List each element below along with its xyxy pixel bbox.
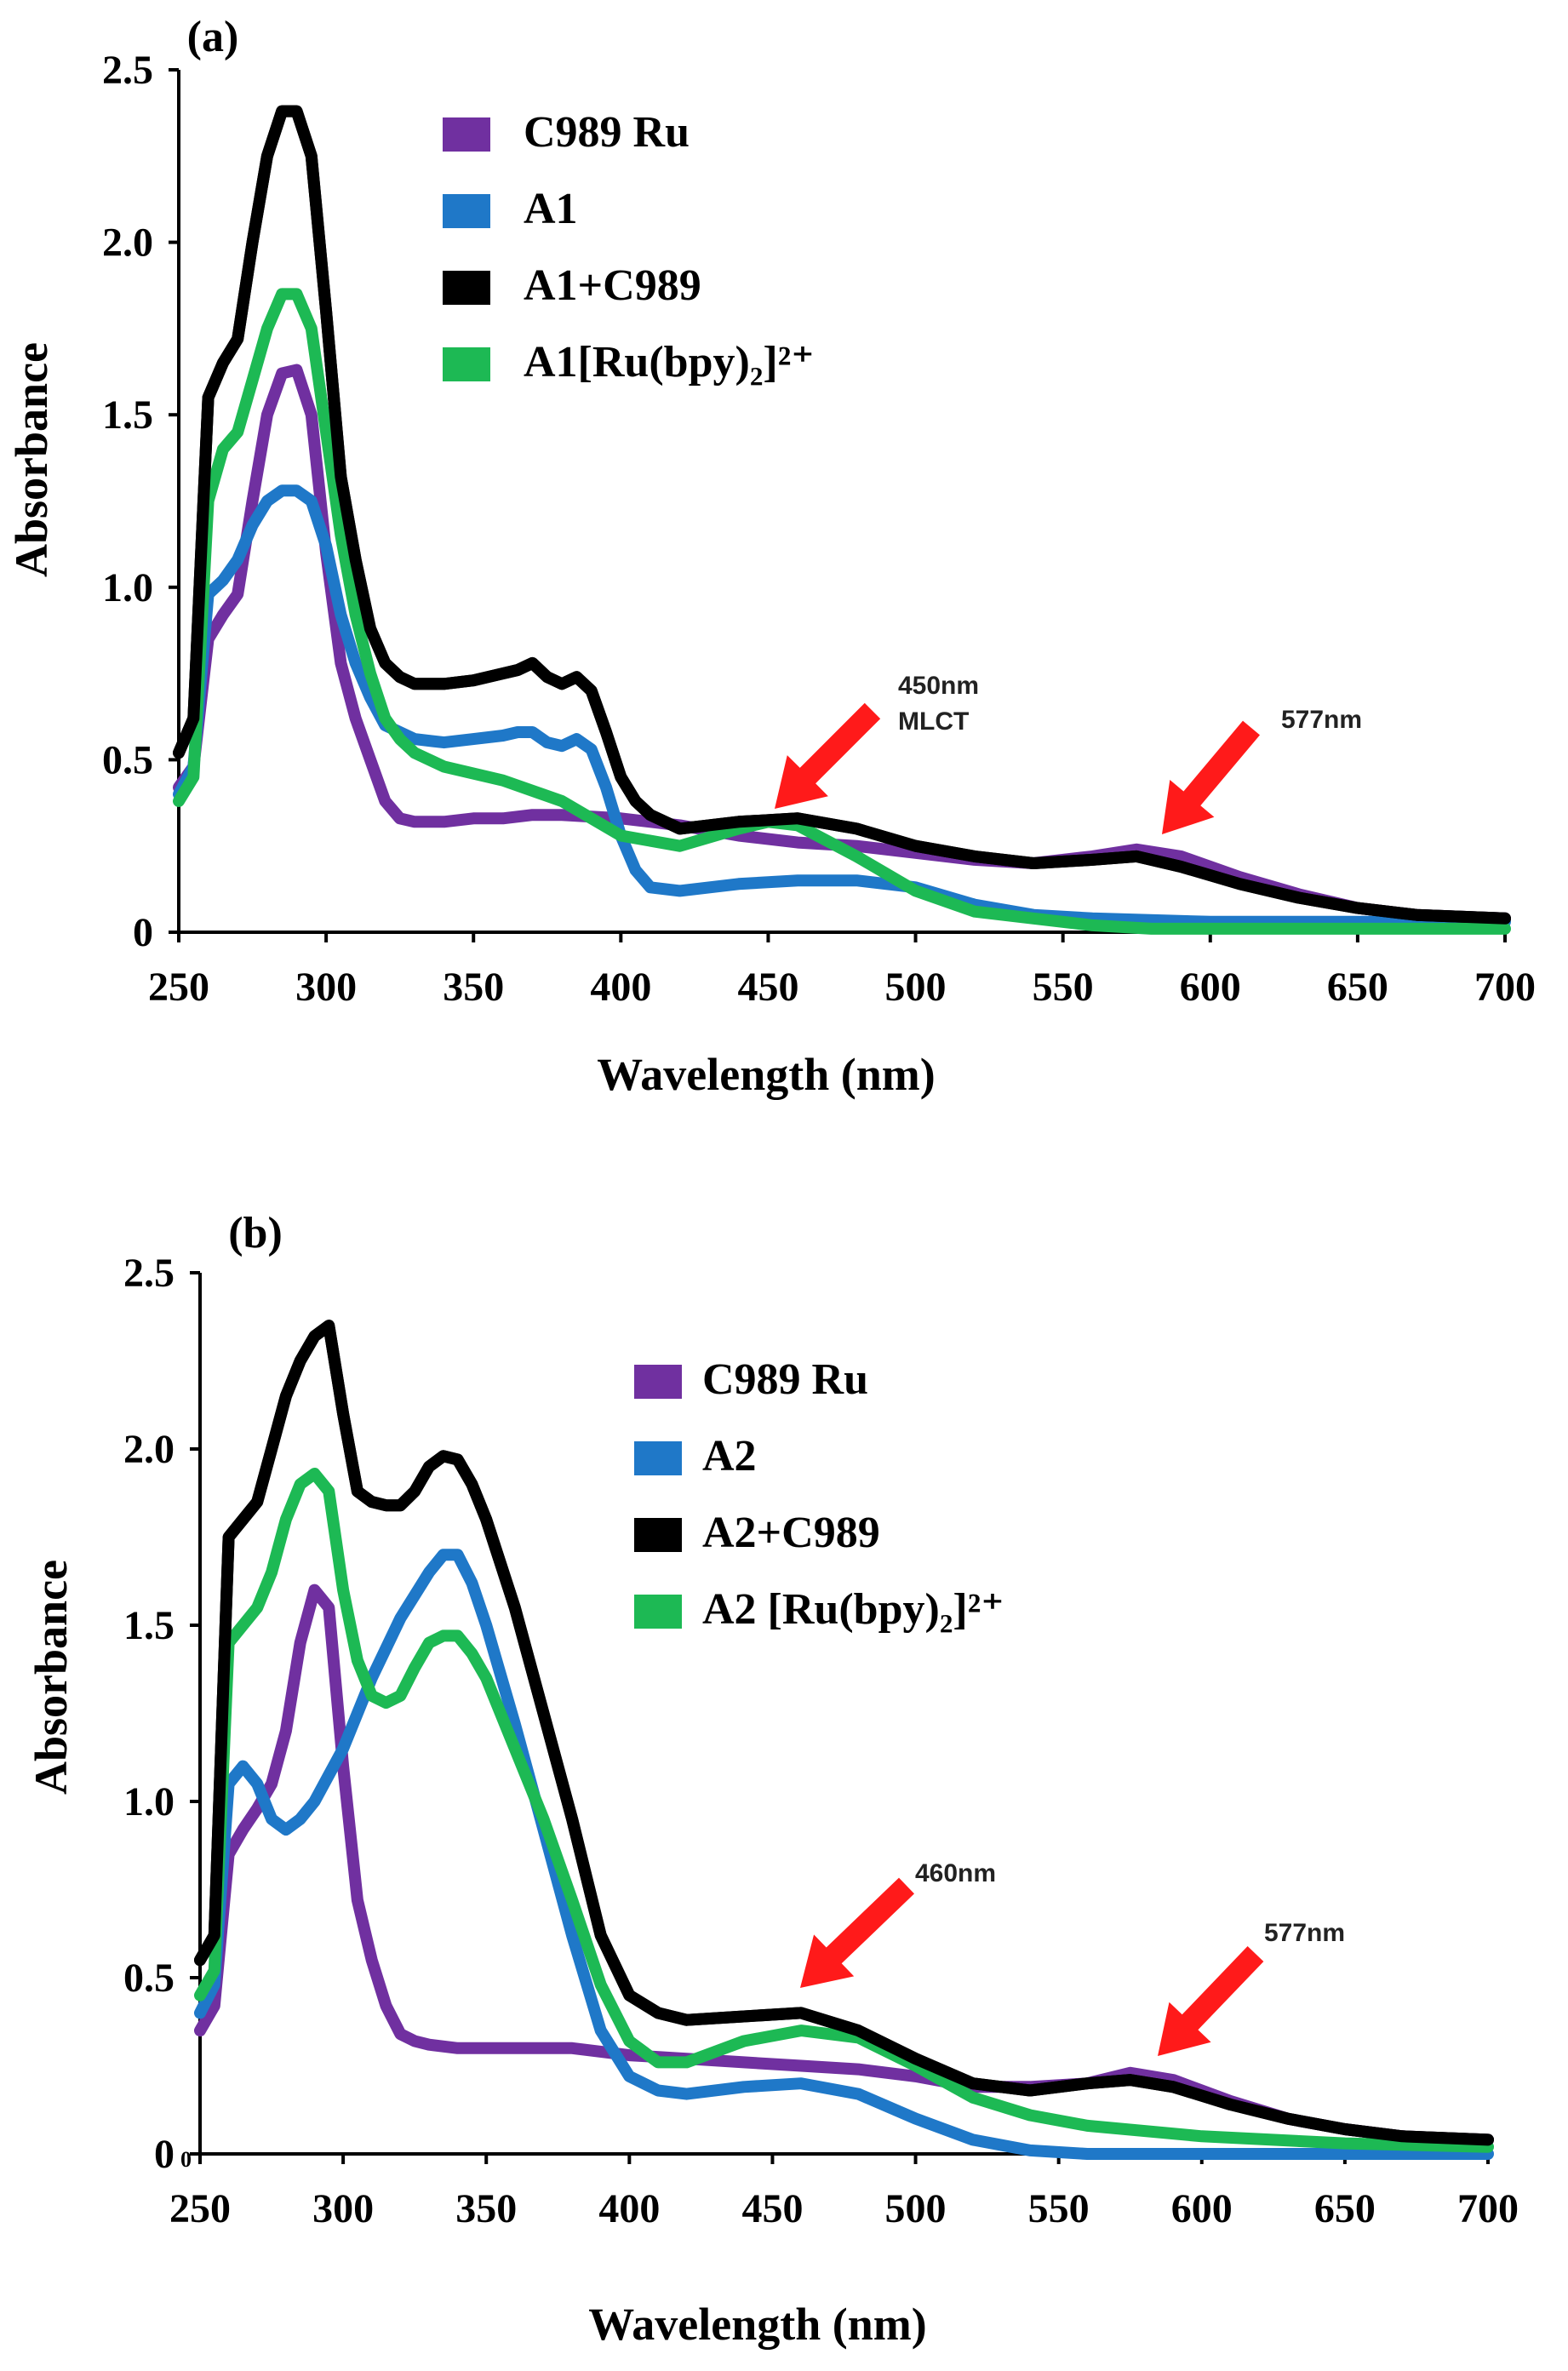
annotation-label: 577nm [1264, 1919, 1345, 1947]
annotation-arrow [775, 702, 881, 809]
x-tick-label: 250 [169, 2186, 231, 2231]
x-tick-label: 350 [455, 2186, 517, 2231]
legend-label: A2 [Ru(bpy)₂]²⁺ [702, 1585, 1004, 1634]
x-tick-label: 650 [1327, 965, 1388, 1010]
annotation-arrow [800, 1877, 914, 1988]
series-line-2 [173, 484, 1511, 928]
x-tick-label: 500 [885, 965, 947, 1010]
legend-swatch [443, 117, 490, 152]
panel-label: (b) [228, 1209, 283, 1257]
legend-swatch [443, 347, 490, 381]
y-tick-label: 1.5 [102, 392, 153, 438]
y-axis-title: Absorbance [26, 1560, 77, 1795]
y-tick-label-small: 0 [180, 2147, 192, 2172]
panel-a: (a) 0 0.5 1.0 1.5 2.0 2.5 250 300 350 400 450 500 550… [6, 13, 1536, 1100]
legend-label: C989 Ru [524, 108, 690, 157]
legend-label: A1[Ru(bpy)₂]²⁺ [524, 338, 815, 387]
x-tick-label: 300 [295, 965, 357, 1010]
annotation-label: MLCT [898, 707, 969, 736]
x-tick-label: 400 [598, 2186, 660, 2231]
x-axis-title: Wavelength (nm) [588, 2299, 927, 2350]
y-tick-label: 0.5 [102, 737, 153, 782]
series-line-4 [173, 288, 1511, 935]
x-tick-label: 450 [741, 2186, 803, 2231]
legend-swatch [634, 1441, 682, 1475]
x-tick-label: 400 [590, 965, 651, 1010]
x-tick-label: 600 [1171, 2186, 1233, 2231]
y-tick-label: 2.5 [123, 1251, 175, 1296]
x-tick-label: 500 [885, 2186, 947, 2231]
x-axis-title: Wavelength (nm) [597, 1049, 936, 1100]
series-line-1 [194, 1584, 1494, 2146]
legend-label: C989 Ru [702, 1355, 868, 1404]
annotation-arrow [1162, 720, 1260, 834]
legend-swatch [634, 1518, 682, 1552]
x-tick-label: 300 [312, 2186, 374, 2231]
legend-label: A1 [524, 185, 578, 233]
panel-label: (a) [187, 13, 239, 61]
y-tick-label: 2.0 [123, 1427, 175, 1472]
x-tick-label: 700 [1457, 2186, 1519, 2231]
y-tick-label: 2.5 [102, 48, 153, 93]
annotation-label: 460nm [915, 1859, 996, 1887]
y-tick-label: 1.0 [102, 565, 153, 610]
y-tick-label: 0.5 [123, 1956, 175, 2001]
x-tick-label: 700 [1474, 965, 1536, 1010]
x-tick-label: 550 [1028, 2186, 1090, 2231]
legend-label: A1+C989 [524, 261, 701, 310]
x-tick-label: 250 [148, 965, 209, 1010]
x-tick-label: 450 [737, 965, 798, 1010]
series-line-4 [194, 1468, 1494, 2153]
y-tick-label: 1.0 [123, 1779, 175, 1824]
annotation-label: 577nm [1281, 706, 1362, 734]
y-tick-label: 2.0 [102, 220, 153, 266]
y-tick-label: 1.5 [123, 1603, 175, 1648]
x-tick-label: 650 [1314, 2186, 1376, 2231]
series-line-overlay [173, 105, 1511, 925]
annotation-label: 450nm [898, 672, 979, 700]
series-line-overlay [194, 1320, 1494, 2146]
legend-swatch [443, 194, 490, 228]
x-tick-label: 350 [443, 965, 504, 1010]
legend-swatch [634, 1595, 682, 1629]
series-line-2 [194, 1549, 1494, 2160]
series-line-1 [173, 364, 1511, 925]
legend-label: A2 [702, 1432, 757, 1480]
y-tick-label: 0 [154, 2132, 175, 2177]
panel-b: (b) 0 0.5 1.0 1.5 2.0 2.5 0 250 300 350 400 450 500 55… [26, 1209, 1519, 2350]
legend-label: A2+C989 [702, 1509, 880, 1557]
x-tick-label: 550 [1033, 965, 1094, 1010]
y-axis-title: Absorbance [6, 342, 57, 577]
y-tick-label: 0 [133, 910, 153, 955]
annotation-arrow [1158, 1946, 1264, 2056]
legend-swatch [443, 271, 490, 305]
legend-swatch [634, 1365, 682, 1399]
x-tick-label: 600 [1180, 965, 1241, 1010]
